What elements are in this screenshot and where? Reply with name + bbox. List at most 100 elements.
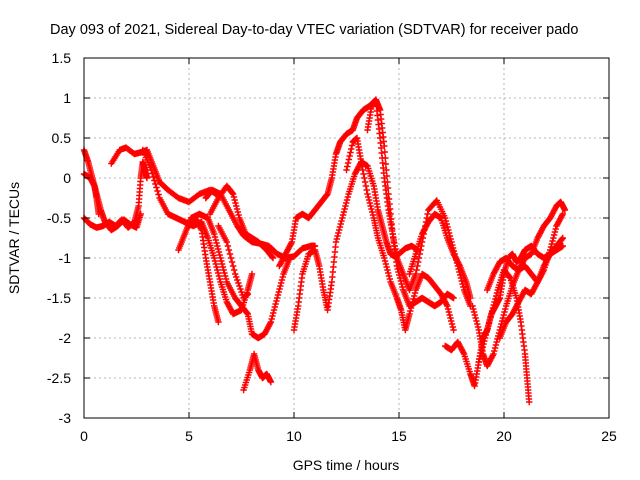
data-point bbox=[490, 350, 497, 358]
data-point-fill bbox=[411, 289, 419, 297]
data-point-fill bbox=[344, 193, 352, 201]
data-point-fill bbox=[417, 246, 424, 254]
data-point-fill bbox=[234, 276, 241, 284]
data-point bbox=[339, 214, 346, 222]
data-point-fill bbox=[492, 295, 499, 303]
data-point bbox=[211, 254, 218, 262]
series-arc-p bbox=[406, 210, 474, 302]
data-point-fill bbox=[230, 193, 238, 201]
data-point-fill bbox=[219, 263, 227, 271]
data-point-fill bbox=[447, 314, 454, 322]
data-point-fill bbox=[335, 229, 342, 237]
data-point-fill bbox=[382, 260, 390, 268]
data-point bbox=[244, 290, 251, 298]
data-point-fill bbox=[493, 289, 501, 297]
data-point-fill bbox=[449, 323, 457, 331]
data-point-fill bbox=[342, 202, 349, 210]
series-arc-f bbox=[175, 210, 293, 342]
x-tick-label: 0 bbox=[80, 428, 88, 444]
data-point-fill bbox=[444, 305, 452, 313]
series-arc-e bbox=[139, 146, 256, 318]
data-point-fill bbox=[273, 297, 280, 305]
data-point-fill bbox=[271, 303, 279, 311]
data-point-fill bbox=[152, 180, 159, 188]
data-point-fill bbox=[381, 257, 389, 265]
data-point-fill bbox=[413, 266, 420, 274]
data-point bbox=[274, 294, 281, 302]
data-point-fill bbox=[398, 280, 405, 288]
x-axis-label: GPS time / hours bbox=[293, 457, 400, 473]
data-point bbox=[559, 210, 566, 218]
data-point-fill bbox=[213, 239, 220, 247]
data-point-fill bbox=[448, 317, 455, 325]
data-point bbox=[217, 254, 224, 262]
data-point-fill bbox=[407, 307, 414, 315]
data-point-fill bbox=[482, 331, 490, 339]
data-point-fill bbox=[231, 196, 238, 204]
data-point-fill bbox=[212, 236, 219, 244]
data-point-fill bbox=[458, 277, 465, 285]
data-point bbox=[215, 318, 222, 326]
data-point-fill bbox=[460, 283, 467, 291]
data-point-fill bbox=[334, 232, 341, 240]
series-arc-s bbox=[475, 266, 533, 406]
data-point-fill bbox=[235, 279, 242, 287]
data-point-fill bbox=[506, 273, 513, 281]
data-point-fill bbox=[476, 355, 483, 363]
data-point-fill bbox=[348, 142, 356, 149]
data-point-fill bbox=[415, 254, 423, 262]
data-point-fill bbox=[361, 178, 369, 186]
data-point-fill bbox=[233, 273, 240, 281]
series-arc-t bbox=[484, 198, 569, 294]
data-point-fill bbox=[211, 257, 219, 265]
data-point-fill bbox=[270, 309, 277, 317]
axis-tick-labels: 0 5 10 15 20 25 1.5 1 0.5 0 -0.5 -1 -1.5 -2 -2.5 -3 bbox=[47, 50, 617, 444]
x-tick-label: 15 bbox=[391, 428, 407, 444]
y-tick-label: -2.5 bbox=[47, 370, 71, 386]
data-point-fill bbox=[344, 163, 351, 170]
data-point-fill bbox=[340, 208, 348, 216]
series-arc-j bbox=[215, 222, 251, 302]
data-point-fill bbox=[278, 276, 286, 284]
data-point bbox=[358, 158, 365, 166]
data-point bbox=[232, 270, 239, 278]
data-point-fill bbox=[550, 231, 558, 239]
grid-lines bbox=[84, 58, 609, 418]
data-point-fill bbox=[346, 152, 353, 160]
data-point bbox=[223, 238, 230, 246]
data-point-fill bbox=[492, 292, 500, 300]
data-point-fill bbox=[499, 314, 507, 322]
data-point-fill bbox=[229, 262, 237, 270]
data-point bbox=[559, 242, 566, 250]
data-point-fill bbox=[444, 223, 451, 231]
series-arc-u bbox=[496, 234, 566, 342]
data-point-fill bbox=[215, 272, 223, 280]
data-point-fill bbox=[491, 344, 499, 352]
data-point-fill bbox=[243, 309, 251, 317]
data-point-fill bbox=[270, 306, 278, 314]
series-arc-i bbox=[206, 182, 277, 262]
data-point-fill bbox=[232, 199, 239, 207]
data-point-fill bbox=[279, 273, 286, 281]
plot-frame bbox=[83, 57, 610, 419]
data-point-fill bbox=[358, 162, 366, 170]
data-point-fill bbox=[424, 210, 431, 218]
data-point-fill bbox=[383, 263, 390, 271]
data-point-fill bbox=[492, 341, 500, 349]
data-point bbox=[381, 254, 388, 262]
data-point-fill bbox=[323, 191, 331, 199]
data-point-fill bbox=[233, 202, 240, 210]
data-point bbox=[364, 190, 371, 198]
data-point bbox=[559, 234, 566, 242]
data-point-fill bbox=[488, 307, 496, 315]
data-point-fill bbox=[341, 205, 348, 213]
y-tick-label: -1.5 bbox=[47, 290, 71, 306]
x-tick-label: 25 bbox=[601, 428, 617, 444]
data-point-fill bbox=[548, 240, 555, 248]
data-point-fill bbox=[384, 266, 391, 274]
data-point-fill bbox=[237, 285, 244, 293]
data-point bbox=[143, 174, 151, 182]
data-point-fill bbox=[549, 237, 556, 245]
data-point-fill bbox=[339, 211, 347, 219]
